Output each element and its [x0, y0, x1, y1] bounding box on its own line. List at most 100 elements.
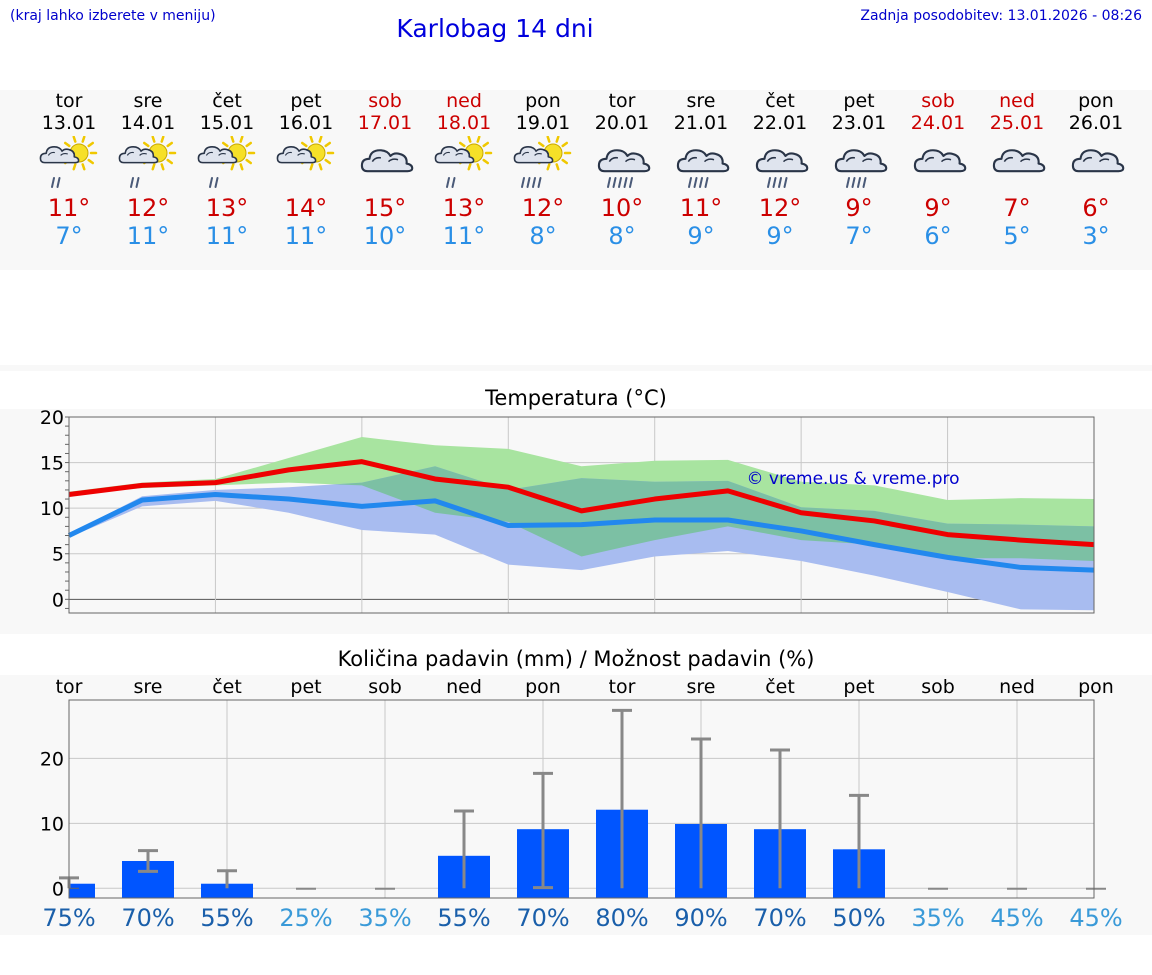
cloud-detail	[442, 151, 450, 156]
cloud-outline	[513, 146, 554, 164]
cloud-shape	[834, 149, 888, 173]
sun-ray	[318, 163, 323, 171]
day-name: pon	[525, 90, 561, 112]
cloud-detail	[284, 151, 292, 156]
icon-art	[39, 136, 98, 188]
precipitation-chart-title: Količina padavin (mm) / Možnost padavin …	[337, 647, 815, 671]
cloud-outline	[276, 146, 317, 164]
rain-drop	[526, 177, 531, 188]
cloud-icon	[992, 149, 1046, 173]
sun-ray	[151, 136, 156, 143]
sun-cloud-icon	[276, 136, 335, 171]
cloud-rain-icon	[755, 149, 809, 188]
cloud-rain-icon	[676, 149, 730, 188]
day-forecast: čet 15.01 13° 11°	[187, 90, 267, 250]
rain-drop	[612, 177, 617, 188]
precipitation-tick-label: 0	[52, 878, 64, 900]
cloud-shape	[755, 149, 809, 173]
cloud-icon	[360, 149, 414, 173]
cloud-icon	[1071, 149, 1125, 173]
day-forecast: tor 13.01 11° 7°	[29, 90, 109, 250]
sun-ray	[166, 141, 174, 148]
sun-ray	[467, 136, 472, 143]
cloud-detail	[845, 156, 856, 163]
day-date: 19.01	[515, 112, 571, 134]
min-temperature: 3°	[1082, 222, 1110, 250]
icon-art	[434, 136, 493, 188]
day-name: pet	[843, 90, 875, 112]
cloud-outline	[360, 149, 414, 173]
rain-drop	[767, 177, 771, 188]
cloud-detail	[703, 158, 715, 163]
icon-art	[1071, 149, 1125, 173]
icon-art	[913, 149, 967, 173]
precipitation-bar	[201, 883, 253, 898]
precipitation-bar	[69, 883, 95, 898]
temperature-plot-frame	[68, 416, 1095, 614]
day-forecast: ned 18.01 13° 11°	[424, 90, 504, 250]
sun-ray	[467, 163, 472, 171]
day-forecast: ned 25.01 7° 5°	[977, 90, 1057, 250]
precipitation-tick-label: 20	[40, 748, 64, 770]
rain-drop	[451, 177, 456, 188]
sun-ray	[239, 163, 244, 171]
max-temperature: 14°	[284, 194, 328, 222]
sun-ray	[324, 158, 332, 165]
precipitation-probability: 70%	[516, 904, 570, 932]
cloud-detail	[924, 156, 935, 163]
precipitation-probability: 35%	[911, 904, 965, 932]
precipitation-probability: 70%	[753, 904, 807, 932]
icon-art	[360, 149, 414, 173]
sun-ray	[245, 141, 253, 148]
sun-cloud-rain-icon	[118, 136, 177, 188]
cloud-outline	[913, 149, 967, 173]
rain-drop	[688, 177, 692, 188]
cloud-outline	[1071, 149, 1125, 173]
rain-drop	[846, 177, 850, 188]
sun-ray	[245, 158, 253, 165]
day-forecast: pet 23.01 9° 7°	[819, 90, 899, 250]
cloud-detail	[1098, 158, 1110, 163]
day-date: 25.01	[989, 112, 1045, 134]
rain-drop	[693, 177, 698, 188]
sun-cloud-rain-icon	[197, 136, 256, 188]
cloud-detail	[1003, 156, 1014, 163]
rain-drop	[629, 177, 633, 188]
cloud-shape	[118, 146, 159, 164]
sun-ray	[318, 136, 323, 143]
cloud-shape	[197, 146, 238, 164]
precipitation-probability: 55%	[200, 904, 254, 932]
day-date: 13.01	[41, 112, 97, 134]
max-temperature: 7°	[1003, 194, 1031, 222]
max-temperature: 6°	[1082, 194, 1110, 222]
day-name: ned	[446, 90, 482, 112]
day-forecast: sre 21.01 11° 9°	[661, 90, 741, 250]
sun-ray	[561, 158, 569, 165]
sun-ray	[537, 141, 545, 148]
rain-drop	[857, 177, 861, 188]
day-name: čet	[212, 90, 242, 112]
sun-ray	[482, 158, 490, 165]
sun-ray	[72, 163, 77, 171]
precipitation-day-label: ned	[446, 676, 482, 698]
cloud-shape	[597, 149, 651, 173]
precipitation-probability: 90%	[674, 904, 728, 932]
rain-drop	[783, 177, 788, 188]
page-title: Karlobag 14 dni	[396, 14, 594, 43]
icon-art	[597, 149, 651, 188]
max-temperature: 13°	[442, 194, 486, 222]
precipitation-probability: 35%	[358, 904, 412, 932]
temperature-tick-label: 0	[52, 589, 64, 611]
sun-ray	[309, 136, 314, 143]
day-name: sre	[686, 90, 716, 112]
sun-ray	[160, 163, 165, 171]
min-temperature: 11°	[284, 222, 328, 250]
rain-drop	[623, 177, 628, 188]
day-name: pon	[1078, 90, 1114, 112]
precipitation-tick-label: 10	[40, 813, 64, 835]
cloud-shape	[992, 149, 1046, 173]
sun-ray	[324, 141, 332, 148]
precipitation-day-label: pet	[290, 676, 321, 698]
sun-ray	[87, 158, 95, 165]
location-menu-hint: (kraj lahko izberete v meniju)	[10, 8, 216, 24]
